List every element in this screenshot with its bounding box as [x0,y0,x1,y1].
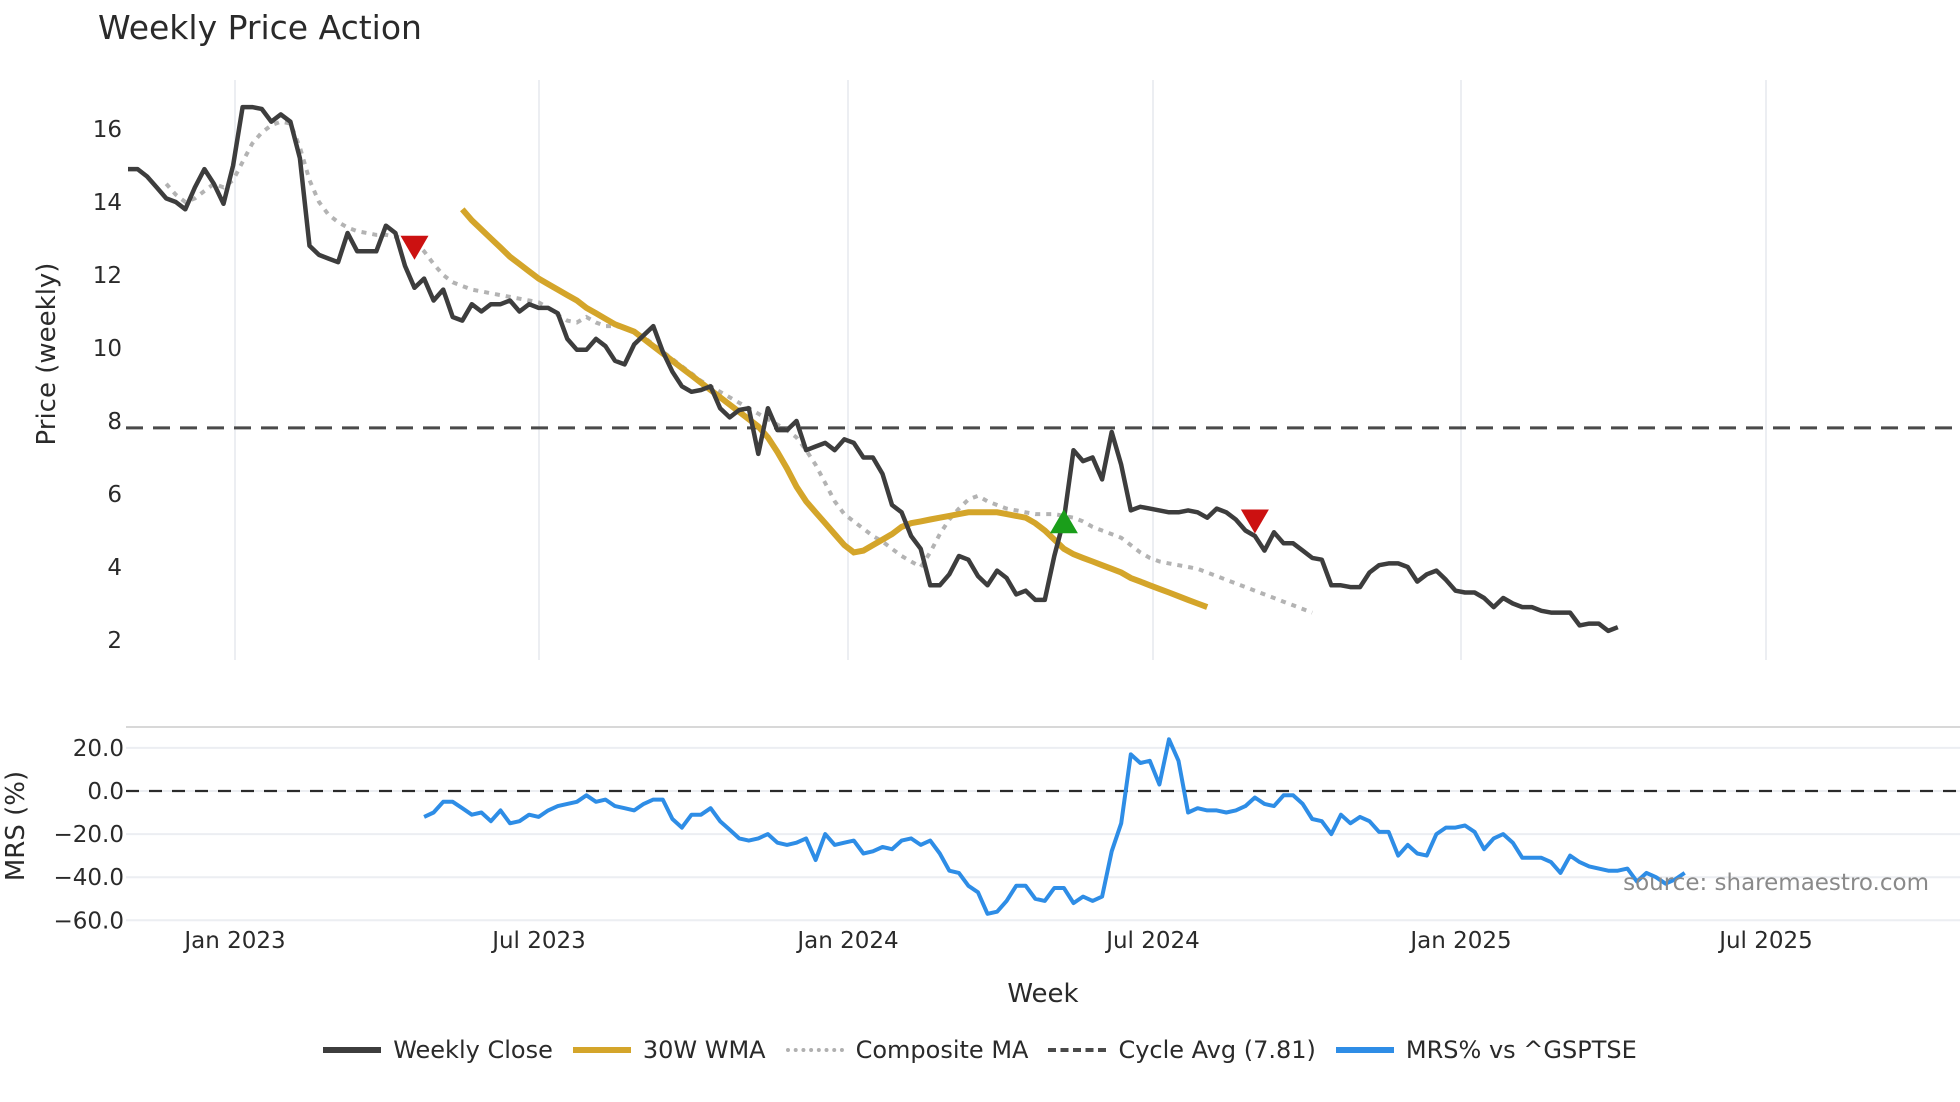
mrs-tick-label: −40.0 [54,865,124,891]
legend-item-0[interactable]: Weekly Close [323,1036,553,1064]
x-gridlines [234,80,1767,660]
legend-item-3[interactable]: Cycle Avg (7.81) [1048,1036,1316,1064]
mrs-y-axis: −60.0 −40.0 20.0 0.0 −20.0 [54,736,1960,934]
legend-label: Weekly Close [393,1036,553,1064]
buy-signal-marker [1049,509,1078,534]
mrs-tick-label: 0.0 [87,779,124,805]
legend-swatch-icon [1048,1048,1107,1052]
composite-ma-line [164,119,1313,615]
weekly-close-line [128,104,1619,634]
chart-title: Weekly Price Action [98,8,422,47]
legend-item-1[interactable]: 30W WMA [572,1036,766,1064]
price-tick-label: 4 [107,555,122,581]
mrs-axis-title: MRS (%) [1,771,31,881]
price-tick-label: 12 [93,263,122,289]
price-tick-label: 6 [107,482,122,508]
x-tick-label: Jul 2023 [490,928,586,954]
price-tick-label: 8 [107,409,122,435]
wma-30w-line [460,207,1209,610]
legend-label: MRS% vs ^GSPTSE [1405,1036,1637,1064]
mrs-tick-label: −20.0 [54,822,124,848]
x-axis-title: Week [1007,979,1078,1009]
legend-label: Composite MA [855,1036,1029,1064]
x-tick-label: Jul 2024 [1104,928,1200,954]
price-y-axis: 2 4 6 8 10 12 14 16 [93,117,122,654]
legend-swatch-icon [323,1047,382,1053]
price-tick-label: 14 [93,190,122,216]
legend-item-4[interactable]: MRS% vs ^GSPTSE [1335,1036,1637,1064]
legend-label: 30W WMA [642,1036,766,1064]
x-tick-label: Jan 2025 [1408,928,1511,954]
mrs-tick-label: −60.0 [54,908,124,934]
legend-label: Cycle Avg (7.81) [1118,1036,1316,1064]
x-tick-label: Jan 2023 [182,928,285,954]
signal-markers [400,235,1269,534]
sell-signal-marker [400,235,429,260]
price-axis-title: Price (weekly) [32,263,62,446]
legend-swatch-icon [785,1048,844,1052]
sell-signal-marker [1240,509,1269,534]
price-tick-label: 2 [107,628,122,654]
mrs-tick-label: 20.0 [73,736,124,762]
price-tick-label: 10 [93,336,122,362]
legend-swatch-icon [572,1047,631,1053]
x-tick-label: Jan 2024 [795,928,898,954]
x-axis-ticks: Jan 2023 Jul 2023 Jan 2024 Jul 2024 Jan 2025… [182,928,1812,954]
legend-swatch-icon [1335,1047,1394,1053]
legend-item-2[interactable]: Composite MA [785,1036,1029,1064]
legend: Weekly Close 30W WMA Composite MA Cycle Avg… [0,1036,1960,1064]
x-tick-label: Jul 2025 [1717,928,1813,954]
price-tick-label: 16 [93,117,122,143]
mrs-line [423,737,1686,916]
source-note: source: sharemaestro.com [1623,870,1929,896]
